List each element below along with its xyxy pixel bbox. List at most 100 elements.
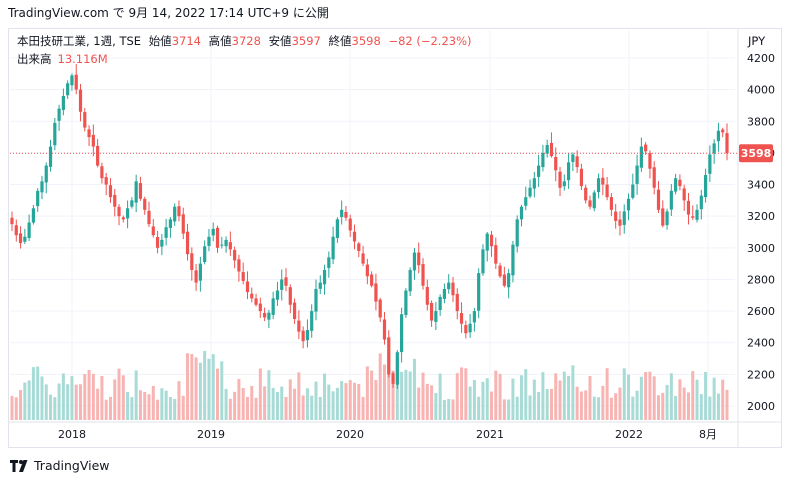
candle-body	[438, 296, 442, 311]
volume-bar	[588, 375, 592, 420]
footer-brand: TradingView	[34, 458, 110, 473]
volume-bar	[704, 371, 708, 420]
volume-bar	[263, 386, 267, 420]
volume-bar	[31, 367, 35, 420]
volume-bar	[36, 366, 40, 420]
candle-body	[228, 242, 232, 250]
volume-bar	[584, 390, 588, 420]
x-tick-label: 2021	[476, 428, 504, 441]
volume-bar	[656, 395, 660, 420]
candle-body	[258, 303, 262, 312]
volume-bar	[113, 379, 117, 420]
candle-body	[91, 134, 95, 147]
candle-body	[669, 190, 673, 210]
chart-frame	[8, 28, 782, 448]
high-value: 3728	[231, 34, 261, 48]
y-tick-label: 3800	[747, 115, 775, 128]
candle-body	[224, 239, 228, 247]
candle-body	[507, 273, 511, 288]
candle-body	[53, 122, 57, 146]
candle-body	[558, 171, 562, 188]
candle-body	[10, 217, 14, 225]
candle-body	[545, 145, 549, 154]
volume-bar	[27, 380, 31, 420]
candle-body	[609, 197, 614, 210]
candle-body	[66, 83, 70, 96]
volume-bar	[716, 393, 720, 420]
volume-bar	[151, 385, 155, 420]
candle-body	[678, 179, 682, 187]
candle-body	[215, 227, 220, 248]
volume-bar	[10, 395, 14, 420]
candle-body	[498, 265, 502, 277]
volume-bar	[173, 398, 177, 420]
candle-body	[83, 112, 87, 128]
candle-body	[725, 133, 729, 154]
candle-body	[421, 264, 425, 286]
volume-bar	[524, 369, 528, 420]
volume-bar	[66, 384, 70, 420]
candle-body	[412, 252, 417, 271]
volume-bar	[327, 384, 331, 420]
candle-body	[61, 95, 65, 110]
volume-bar	[601, 385, 605, 420]
volume-bar	[674, 395, 678, 420]
candle-body	[635, 165, 639, 184]
candle-body	[147, 210, 151, 225]
candle-body	[241, 272, 245, 282]
volume-bar	[511, 378, 515, 420]
low-label: 安値	[268, 34, 292, 48]
candle-body	[125, 208, 130, 219]
volume-bar	[181, 395, 185, 420]
candle-body	[318, 282, 322, 289]
volume-bar	[211, 354, 215, 420]
volume-bar	[293, 388, 297, 420]
volume-bar	[143, 391, 147, 420]
candle-body	[605, 184, 609, 198]
candle-body	[716, 130, 721, 142]
volume-bar	[331, 391, 335, 420]
close-label: 終値	[328, 34, 352, 48]
candle-body	[459, 313, 464, 324]
candle-body	[104, 177, 108, 185]
volume-bar	[267, 370, 271, 420]
volume-bar	[335, 387, 339, 420]
volume-bar	[305, 388, 309, 420]
volume-bar	[575, 386, 579, 420]
volume-bar	[374, 380, 378, 420]
tradingview-footer[interactable]: TradingView	[10, 458, 110, 473]
volume-bar	[618, 387, 622, 420]
last-price-label: 3598	[741, 147, 772, 160]
candle-body	[151, 226, 155, 236]
candle-body	[374, 283, 378, 302]
volume-bar	[361, 396, 365, 420]
candle-body	[14, 225, 18, 236]
candle-body	[699, 195, 703, 210]
candle-body	[357, 243, 361, 251]
candle-body	[451, 282, 455, 296]
volume-bar	[271, 387, 275, 420]
y-tick-label: 2800	[747, 273, 775, 286]
candle-body	[48, 146, 53, 167]
volume-bar	[545, 389, 549, 420]
candle-body	[682, 188, 686, 201]
candle-body	[254, 298, 258, 305]
volume-bar	[53, 397, 57, 420]
candle-body	[18, 233, 23, 244]
candle-body	[618, 219, 622, 226]
volume-bar	[400, 371, 404, 420]
volume-bar	[44, 384, 48, 420]
volume-bar	[61, 373, 65, 420]
volume-bar	[631, 396, 635, 420]
volume-bar	[49, 394, 53, 420]
currency-label: JPY	[748, 34, 766, 48]
volume-bar	[502, 399, 506, 420]
candle-body	[27, 222, 31, 239]
x-tick-label: 2022	[615, 428, 643, 441]
volume-bar	[207, 358, 211, 420]
candle-body	[301, 330, 305, 342]
candle-body	[639, 146, 643, 168]
candle-body	[656, 189, 661, 210]
candle-body	[554, 156, 558, 171]
